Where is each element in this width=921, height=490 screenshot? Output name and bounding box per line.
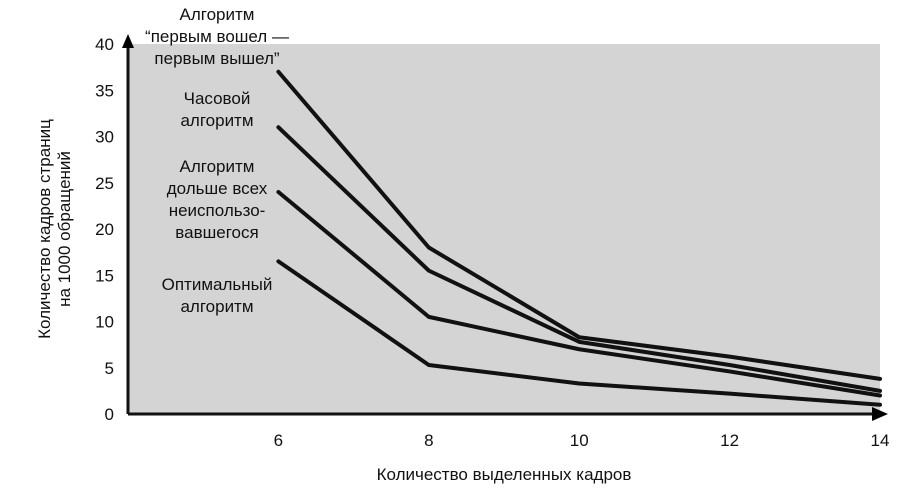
- y-axis-arrow: [122, 34, 134, 48]
- series-line-3: [276, 190, 882, 398]
- series-line-4: [276, 259, 882, 407]
- x-tick-labels: 6 8 10 12 14: [274, 431, 890, 450]
- x-tick-label: 12: [720, 431, 739, 450]
- series-line-2: [276, 125, 882, 393]
- x-axis-title: Количество выделенных кадров: [377, 465, 632, 484]
- y-axis-title: Количество кадров страниц на 1000 обращен…: [35, 119, 74, 339]
- series-layer: [276, 69, 882, 407]
- plot-area: [128, 44, 880, 414]
- y-tick-label: 15: [95, 266, 114, 285]
- y-tick-label: 40: [95, 35, 114, 54]
- x-axis-arrow: [872, 407, 888, 421]
- x-tick-label: 14: [871, 431, 890, 450]
- y-tick-labels: 0 5 10 15 20 25 30 35 40: [95, 35, 114, 424]
- series-label-3: неиспользо-: [169, 201, 266, 220]
- y-tick-label: 35: [95, 81, 114, 100]
- y-tick-label: 5: [105, 359, 114, 378]
- y-tick-label: 30: [95, 128, 114, 147]
- x-tick-label: 6: [274, 431, 283, 450]
- series-label-3: вавшегося: [175, 223, 258, 242]
- y-axis-title-line: на 1000 обращений: [55, 151, 74, 307]
- y-tick-label: 10: [95, 313, 114, 332]
- series-line-1: [276, 69, 882, 381]
- series-label-1: первым вышел”: [154, 49, 279, 68]
- series-label-4: Оптимальный: [162, 275, 273, 294]
- y-tick-label: 20: [95, 220, 114, 239]
- series-label-2: алгоритм: [180, 111, 253, 130]
- y-tick-label: 0: [105, 405, 114, 424]
- series-label-1: Алгоритм: [180, 5, 255, 24]
- x-tick-label: 8: [424, 431, 433, 450]
- series-label-1: “первым вошел —: [145, 27, 289, 46]
- series-label-2: Часовой: [184, 89, 251, 108]
- series-labels: Алгоритм “первым вошел — первым вышел” Часо…: [145, 5, 289, 316]
- x-tick-label: 10: [570, 431, 589, 450]
- series-label-4: алгоритм: [180, 297, 253, 316]
- y-axis-title-line: Количество кадров страниц: [35, 119, 54, 339]
- y-tick-label: 25: [95, 174, 114, 193]
- series-label-3: дольше всех: [167, 179, 268, 198]
- series-label-3: Алгоритм: [180, 157, 255, 176]
- axes: [122, 34, 888, 421]
